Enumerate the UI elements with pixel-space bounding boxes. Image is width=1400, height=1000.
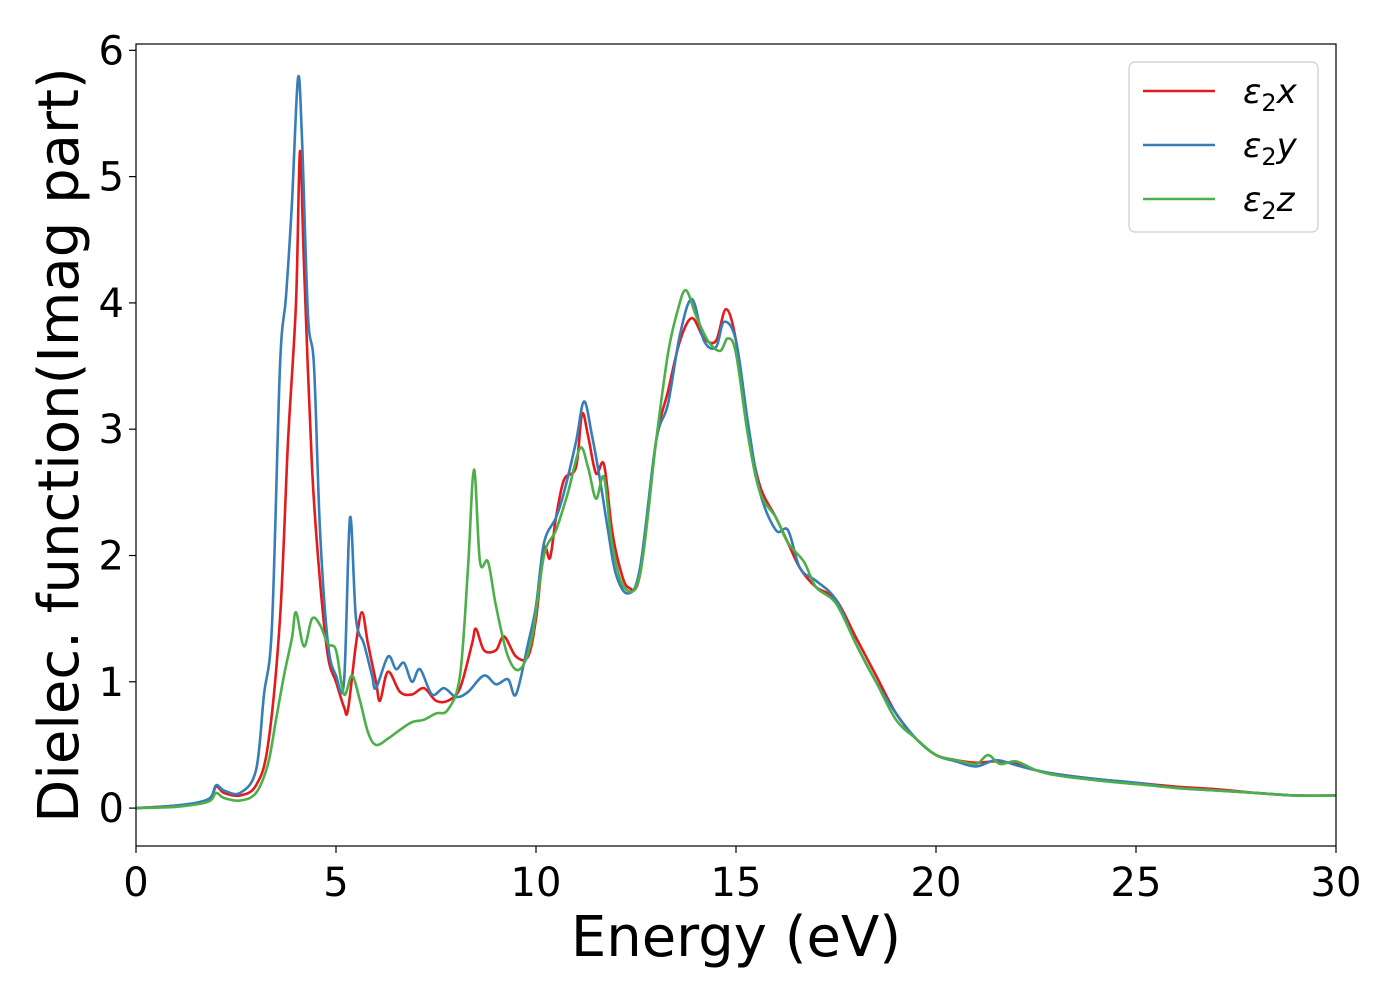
y-tick-label: 2 xyxy=(99,534,124,580)
x-tick-label: 10 xyxy=(511,860,562,906)
legend-label: ε2x xyxy=(1243,72,1298,117)
series-line-y xyxy=(136,74,1336,810)
x-axis: 0 5 10 15 20 25 30 xyxy=(123,846,1361,906)
x-tick-label: 20 xyxy=(911,860,962,906)
y-tick-label: 4 xyxy=(99,281,124,327)
series-line-z xyxy=(136,288,1336,810)
y-tick-label: 1 xyxy=(99,660,124,706)
y-axis-label: Dielec. function(Imag part) xyxy=(27,67,92,823)
x-axis-label: Energy (eV) xyxy=(571,905,901,970)
legend-box xyxy=(1128,61,1319,233)
y-tick-label: 5 xyxy=(99,155,124,201)
legend-label: ε2z xyxy=(1243,180,1296,225)
x-tick-label: 5 xyxy=(323,860,348,906)
x-tick-label: 30 xyxy=(1311,860,1362,906)
series-layer xyxy=(136,74,1336,810)
y-axis: 0 1 2 3 4 5 6 xyxy=(99,28,136,832)
y-tick-label: 0 xyxy=(99,786,124,832)
y-tick-label: 6 xyxy=(99,28,124,74)
legend-label: ε2y xyxy=(1243,126,1298,171)
y-tick-label: 3 xyxy=(99,407,124,453)
x-tick-label: 25 xyxy=(1111,860,1162,906)
x-tick-label: 0 xyxy=(123,860,148,906)
legend: ε2x ε2y ε2z xyxy=(1128,61,1319,233)
x-tick-label: 15 xyxy=(711,860,762,906)
